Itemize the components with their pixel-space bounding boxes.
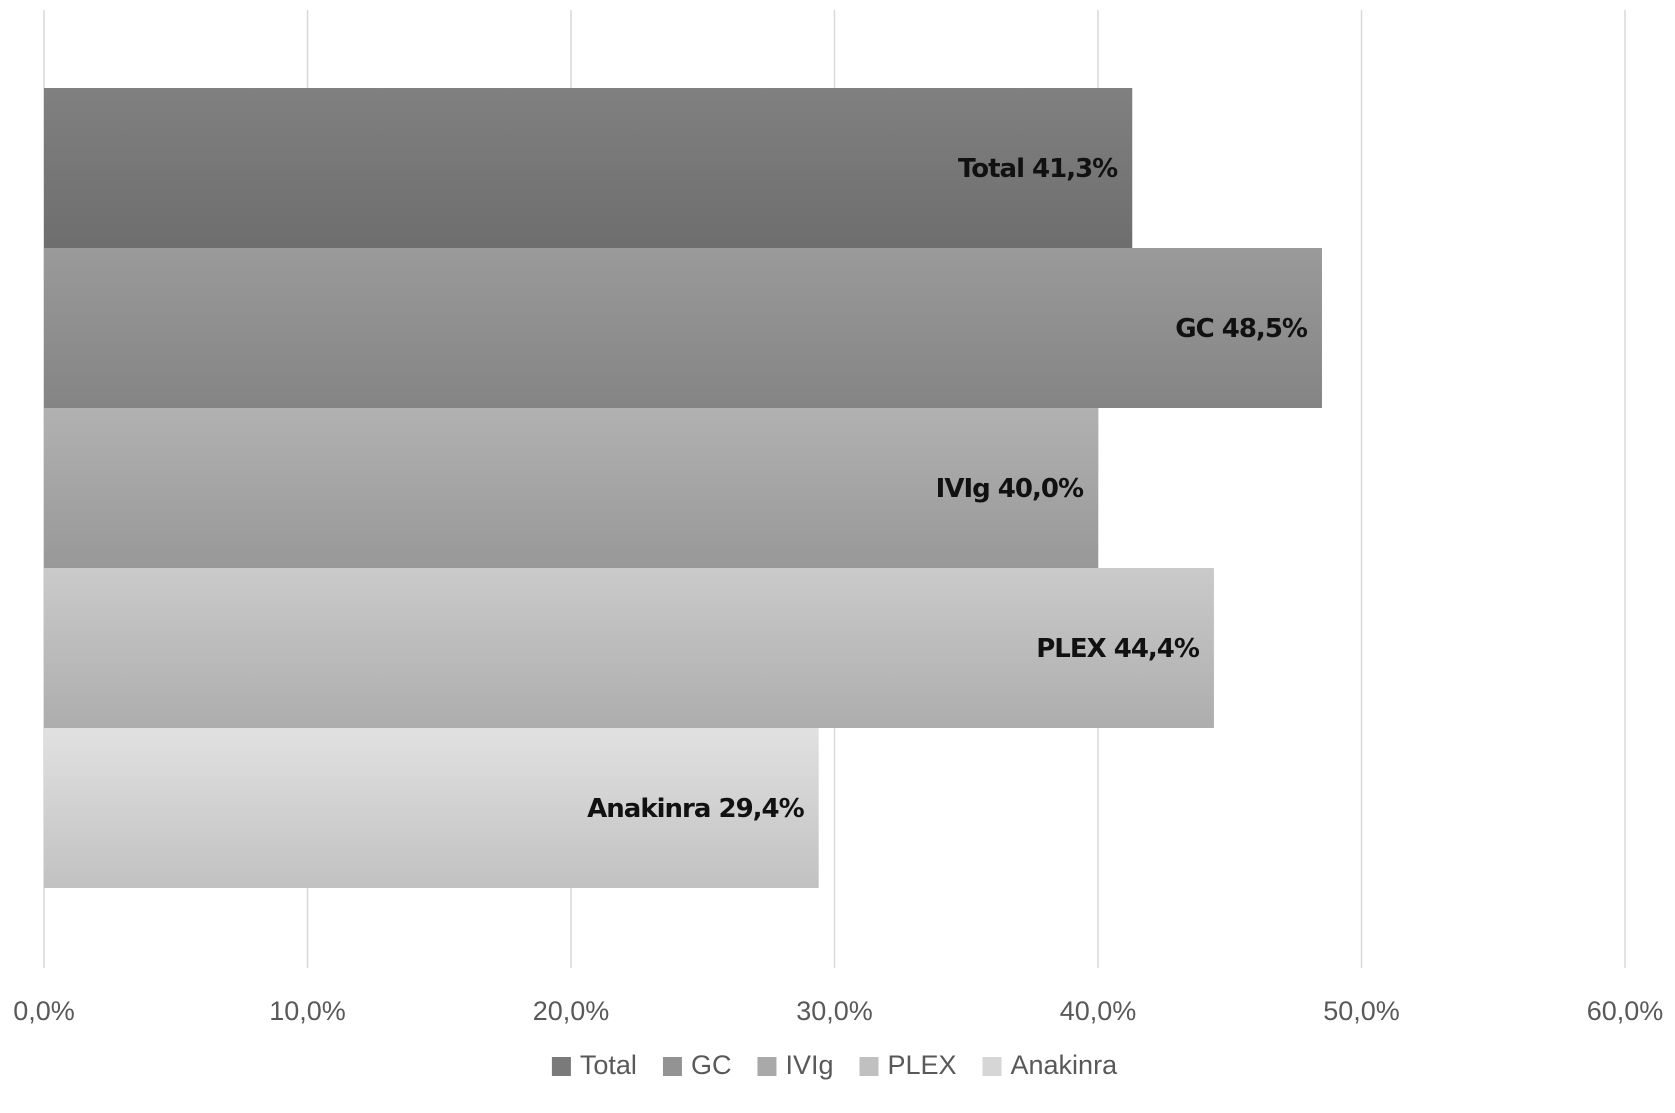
data-label-anakinra: Anakinra 29,4% [587, 794, 804, 824]
legend: Total GC IVIg PLEX Anakinra [551, 1050, 1119, 1080]
legend-swatch-total [551, 1057, 571, 1076]
legend-item-total: Total [551, 1050, 637, 1080]
x-tick-label-0: 0,0% [13, 996, 75, 1026]
x-tick-label-1: 10,0% [269, 996, 346, 1026]
legend-item-gc: GC [662, 1050, 732, 1080]
legend-swatch-plex [859, 1057, 879, 1076]
legend-swatch-anakinra [982, 1057, 1002, 1076]
x-tick-label-6: 60,0% [1587, 996, 1664, 1026]
legend-label-ivig: IVIg [785, 1050, 833, 1080]
legend-swatch-gc [662, 1057, 682, 1076]
legend-label-total: Total [580, 1050, 637, 1080]
legend-item-ivig: IVIg [757, 1050, 833, 1080]
data-label-gc: GC 48,5% [1175, 314, 1308, 344]
legend-swatch-ivig [757, 1057, 777, 1076]
legend-item-plex: PLEX [859, 1050, 957, 1080]
x-tick-label-2: 20,0% [533, 996, 610, 1026]
legend-label-plex: PLEX [887, 1050, 956, 1080]
bar-anakinra [44, 728, 819, 888]
data-label-total: Total 41,3% [958, 154, 1118, 184]
bar-total [44, 88, 1133, 248]
x-tick-label-5: 50,0% [1323, 996, 1400, 1026]
bar-gc [44, 248, 1322, 408]
data-labels: Total 41,3% GC 48,5% IVIg 40,0% PLEX 44,4% A… [587, 154, 1309, 824]
x-tick-label-3: 30,0% [796, 996, 873, 1026]
data-label-ivig: IVIg 40,0% [936, 474, 1084, 504]
bar-plex [44, 568, 1214, 728]
legend-label-gc: GC [691, 1050, 732, 1080]
x-tick-label-4: 40,0% [1060, 996, 1137, 1026]
data-label-plex: PLEX 44,4% [1036, 634, 1200, 664]
bar-ivig [44, 408, 1098, 568]
bars [44, 88, 1322, 888]
x-axis-tick-labels: 0,0% 10,0% 20,0% 30,0% 40,0% 50,0% 60,0% [13, 996, 1663, 1026]
legend-item-anakinra: Anakinra [982, 1050, 1119, 1080]
legend-label-anakinra: Anakinra [1011, 1050, 1119, 1080]
